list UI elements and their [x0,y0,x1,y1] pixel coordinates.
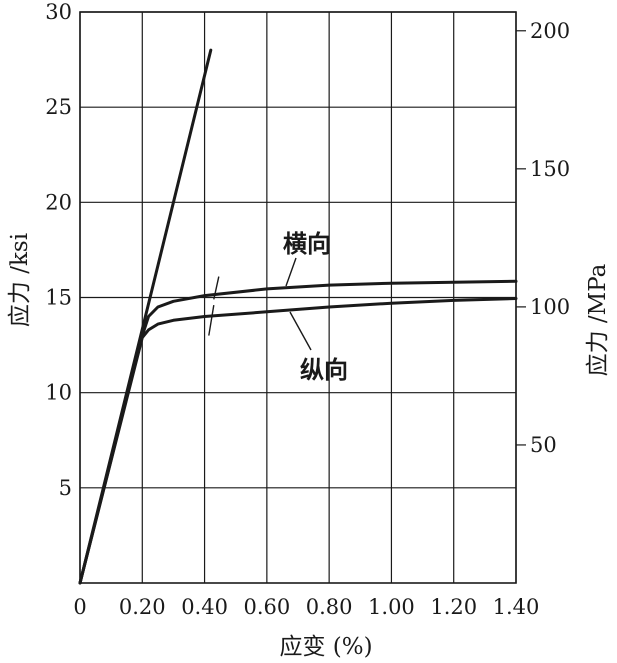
left-tick-label-1: 10 [45,381,72,405]
curves [78,48,518,585]
x-tick-label-6: 1.20 [430,595,477,619]
right-tick-label-3: 200 [530,19,570,43]
longitudinal-label-leader [289,311,312,351]
x-tick-label-7: 1.40 [493,595,540,619]
x-tick-label-5: 1.00 [368,595,415,619]
right-axis-ticks [516,30,526,446]
left-tick-label-4: 25 [45,95,72,119]
right-tick-label-0: 50 [530,433,557,457]
series-label-transverse: 横向 [283,230,331,258]
x-tick-label-1: 0.20 [119,595,166,619]
x-axis-title: 应变 (%) [279,634,372,660]
right-axis-title: 应力 /MPa [585,263,611,376]
x-tick-label-2: 0.40 [181,595,228,619]
x-tick-label-4: 0.80 [306,595,353,619]
x-tick-label-0: 0 [73,595,86,619]
left-tick-label-3: 20 [45,190,72,214]
right-tick-label-1: 100 [530,295,570,319]
curve-elastic-line [78,48,213,585]
tick-labels: 0 0.20 0.40 0.60 0.80 1.00 1.20 1.40 5 10 15 20 25 30… [45,0,570,619]
left-tick-label-2: 15 [45,286,72,310]
curve-mark-upper [213,276,220,300]
curve-transverse [78,279,518,585]
x-tick-label-3: 0.60 [243,595,290,619]
left-axis-title: 应力 /ksi [7,233,33,327]
left-tick-label-5: 30 [45,0,72,24]
series-label-longitudinal: 纵向 [300,356,348,384]
right-tick-label-2: 150 [530,157,570,181]
grid [79,11,517,583]
curve-mark-lower [208,304,215,336]
transverse-label-leader [285,257,297,287]
left-tick-label-0: 5 [59,476,72,500]
curve-longitudinal [78,297,518,585]
